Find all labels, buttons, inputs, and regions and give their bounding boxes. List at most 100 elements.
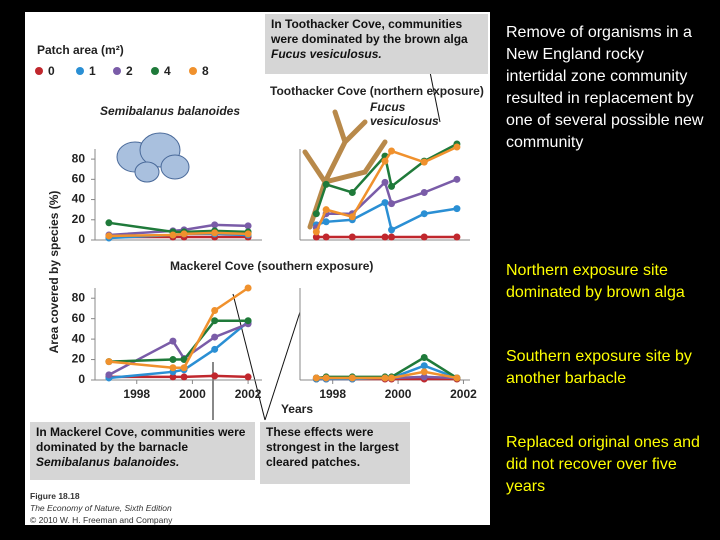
x-tick-label: 2002: [235, 387, 262, 401]
data-point: [453, 175, 461, 183]
callout-text: Semibalanus balanoides.: [36, 455, 180, 469]
callout-text: Fucus vesiculosus.: [271, 47, 382, 61]
legend-label: 0: [48, 64, 55, 78]
y-tick-label: 80: [72, 151, 86, 165]
data-point: [105, 232, 113, 240]
callout-text: These effects were strongest in the larg…: [266, 425, 399, 469]
series-line: [315, 200, 458, 232]
data-point: [180, 373, 188, 381]
data-point: [420, 354, 428, 362]
series-line: [108, 319, 249, 363]
slide-text: Replaced original ones and did not recov…: [506, 434, 700, 495]
y-tick-label: 0: [78, 372, 85, 386]
data-point: [244, 230, 252, 238]
data-point: [348, 188, 356, 196]
callout-text: In Toothacker Cove, communities were dom…: [271, 17, 468, 46]
data-point: [388, 200, 396, 208]
callout-text: In Mackerel Cove, communities were domin…: [36, 425, 246, 454]
callout: In Toothacker Cove, communities were dom…: [265, 14, 488, 74]
data-point: [420, 210, 428, 218]
data-point: [420, 368, 428, 376]
data-point: [348, 233, 356, 241]
data-point: [244, 317, 252, 325]
legend-label: 8: [202, 64, 209, 78]
data-point: [420, 188, 428, 196]
data-point: [322, 374, 330, 382]
x-tick-label: 1998: [319, 387, 346, 401]
data-point: [312, 233, 320, 241]
data-point: [420, 362, 428, 370]
y-tick-label: 20: [72, 352, 86, 366]
data-point: [381, 157, 389, 165]
species-label: Semibalanus balanoides: [100, 104, 240, 118]
data-point: [322, 206, 330, 214]
legend-marker: [76, 67, 84, 75]
data-point: [105, 371, 113, 379]
y-tick-label: 40: [72, 331, 86, 345]
data-point: [180, 356, 188, 364]
x-axis-label: Years: [281, 402, 313, 416]
legend-label: 4: [164, 64, 171, 78]
data-point: [211, 229, 219, 237]
data-point: [453, 374, 461, 382]
data-point: [105, 219, 113, 227]
caption: © 2010 W. H. Freeman and Company: [30, 515, 173, 525]
slide-text: Remove of organisms in a New England roc…: [506, 24, 704, 151]
figure-chart: Patch area (m²) Semibalanus balanoides T…: [35, 43, 484, 421]
barnacle-drawing: [116, 132, 190, 183]
callout: These effects were strongest in the larg…: [260, 422, 410, 484]
panel-title: Toothacker Cove (northern exposure): [270, 84, 484, 98]
data-point: [244, 222, 252, 230]
data-point: [348, 374, 356, 382]
y-tick-label: 80: [72, 290, 86, 304]
y-tick-label: 60: [72, 172, 86, 186]
data-point: [169, 373, 177, 381]
arrow: [212, 71, 441, 421]
data-point: [322, 180, 330, 188]
x-tick-label: 2000: [385, 387, 412, 401]
data-point: [169, 356, 177, 364]
species-label: Fucus vesiculosus: [370, 100, 439, 128]
data-point: [381, 178, 389, 186]
data-point: [244, 284, 252, 292]
data-point: [211, 345, 219, 353]
y-tick-label: 0: [78, 232, 85, 246]
x-tick-label: 2002: [450, 387, 477, 401]
data-point: [420, 233, 428, 241]
y-tick-label: 40: [72, 192, 86, 206]
y-axis-label: Area covered by species (%): [47, 191, 61, 354]
data-point: [211, 221, 219, 229]
data-point: [312, 228, 320, 236]
legend-marker: [151, 67, 159, 75]
data-point: [105, 358, 113, 366]
data-point: [322, 218, 330, 226]
data-point: [180, 230, 188, 238]
callout: In Mackerel Cove, communities were domin…: [30, 422, 255, 480]
caption: The Economy of Nature, Sixth Edition: [30, 503, 172, 513]
data-point: [312, 210, 320, 218]
slide-text: Southern exposure site by another barbac…: [506, 348, 692, 387]
data-point: [312, 374, 320, 382]
data-point: [381, 199, 389, 207]
data-point: [322, 233, 330, 241]
data-point: [169, 364, 177, 372]
panel-title: Mackerel Cove (southern exposure): [170, 259, 373, 273]
data-point: [388, 182, 396, 190]
legend-label: 2: [126, 64, 133, 78]
data-point: [453, 143, 461, 151]
legend-title: Patch area (m²): [37, 43, 124, 57]
data-point: [453, 233, 461, 241]
y-tick-label: 20: [72, 212, 86, 226]
legend-marker: [189, 67, 197, 75]
legend-marker: [35, 67, 43, 75]
data-point: [388, 374, 396, 382]
x-tick-label: 1998: [123, 387, 150, 401]
data-point: [244, 373, 252, 381]
data-point: [169, 337, 177, 345]
data-point: [348, 213, 356, 221]
legend-marker: [113, 67, 121, 75]
data-point: [211, 372, 219, 380]
data-point: [381, 374, 389, 382]
data-point: [388, 226, 396, 234]
